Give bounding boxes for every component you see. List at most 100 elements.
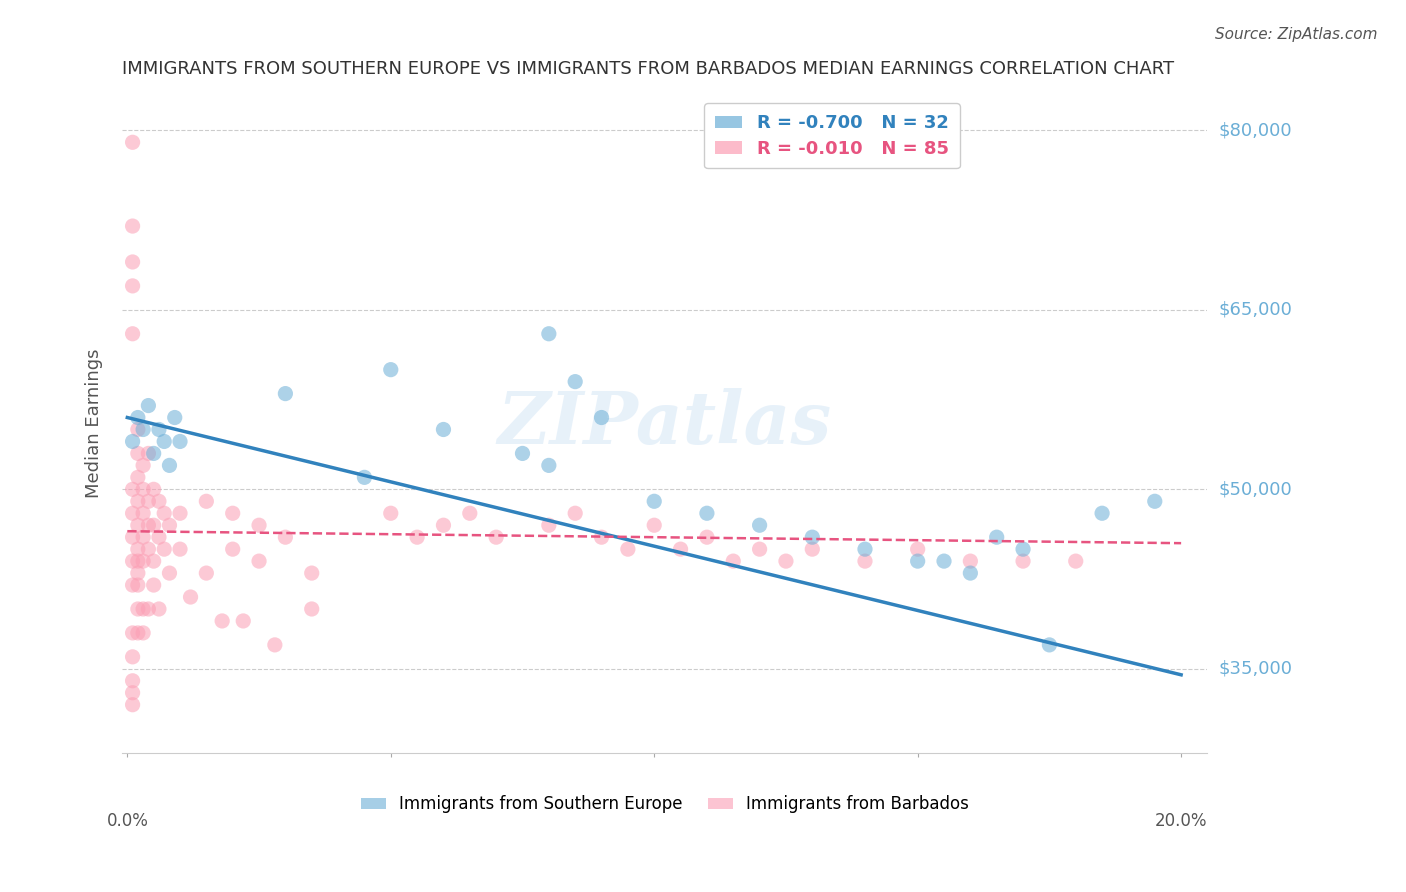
Point	[121, 626, 143, 640]
Point	[159, 458, 181, 473]
Point	[380, 362, 402, 376]
Point	[669, 542, 692, 557]
Point	[153, 434, 176, 449]
Point	[564, 375, 586, 389]
Point	[169, 542, 191, 557]
Point	[696, 506, 718, 520]
Point	[159, 518, 181, 533]
Point	[1012, 554, 1035, 568]
Point	[195, 566, 218, 580]
Text: $65,000: $65,000	[1219, 301, 1292, 318]
Point	[121, 578, 143, 592]
Point	[564, 506, 586, 520]
Text: $35,000: $35,000	[1219, 660, 1292, 678]
Point	[211, 614, 233, 628]
Point	[148, 530, 170, 544]
Point	[959, 566, 981, 580]
Point	[406, 530, 429, 544]
Point	[132, 530, 155, 544]
Point	[121, 483, 143, 497]
Point	[1012, 542, 1035, 557]
Point	[138, 399, 160, 413]
Point	[132, 458, 155, 473]
Point	[132, 554, 155, 568]
Point	[748, 518, 770, 533]
Point	[153, 542, 176, 557]
Text: ZIPatlas: ZIPatlas	[498, 388, 832, 459]
Point	[121, 686, 143, 700]
Point	[159, 566, 181, 580]
Point	[153, 506, 176, 520]
Point	[132, 506, 155, 520]
Point	[380, 506, 402, 520]
Point	[127, 626, 149, 640]
Point	[537, 518, 560, 533]
Point	[591, 410, 613, 425]
Point	[127, 554, 149, 568]
Point	[127, 446, 149, 460]
Point	[274, 386, 297, 401]
Point	[643, 518, 665, 533]
Point	[222, 542, 245, 557]
Point	[195, 494, 218, 508]
Point	[148, 494, 170, 508]
Point	[121, 326, 143, 341]
Point	[121, 673, 143, 688]
Text: $50,000: $50,000	[1219, 480, 1292, 499]
Point	[907, 542, 929, 557]
Point	[138, 518, 160, 533]
Point	[132, 602, 155, 616]
Point	[232, 614, 254, 628]
Point	[127, 602, 149, 616]
Point	[138, 602, 160, 616]
Point	[485, 530, 508, 544]
Point	[853, 554, 876, 568]
Point	[127, 566, 149, 580]
Point	[142, 483, 165, 497]
Point	[142, 554, 165, 568]
Point	[127, 422, 149, 436]
Point	[148, 422, 170, 436]
Point	[801, 542, 824, 557]
Point	[222, 506, 245, 520]
Text: 0.0%: 0.0%	[107, 812, 148, 830]
Point	[458, 506, 481, 520]
Point	[121, 136, 143, 150]
Point	[1064, 554, 1087, 568]
Point	[132, 483, 155, 497]
Legend: Immigrants from Southern Europe, Immigrants from Barbados: Immigrants from Southern Europe, Immigra…	[350, 785, 979, 823]
Point	[121, 219, 143, 233]
Point	[959, 554, 981, 568]
Point	[142, 446, 165, 460]
Point	[138, 446, 160, 460]
Point	[932, 554, 955, 568]
Point	[132, 422, 155, 436]
Point	[353, 470, 375, 484]
Point	[512, 446, 534, 460]
Point	[591, 530, 613, 544]
Text: IMMIGRANTS FROM SOUTHERN EUROPE VS IMMIGRANTS FROM BARBADOS MEDIAN EARNINGS CORR: IMMIGRANTS FROM SOUTHERN EUROPE VS IMMIG…	[122, 60, 1174, 78]
Point	[907, 554, 929, 568]
Point	[537, 458, 560, 473]
Point	[748, 542, 770, 557]
Point	[138, 494, 160, 508]
Point	[142, 518, 165, 533]
Point	[127, 410, 149, 425]
Point	[121, 434, 143, 449]
Point	[121, 554, 143, 568]
Point	[723, 554, 745, 568]
Point	[132, 626, 155, 640]
Point	[775, 554, 797, 568]
Y-axis label: Median Earnings: Median Earnings	[86, 349, 103, 499]
Point	[127, 518, 149, 533]
Point	[121, 506, 143, 520]
Point	[274, 530, 297, 544]
Point	[180, 590, 202, 604]
Point	[127, 470, 149, 484]
Point	[617, 542, 640, 557]
Point	[138, 542, 160, 557]
Text: 20.0%: 20.0%	[1154, 812, 1208, 830]
Point	[127, 542, 149, 557]
Point	[247, 554, 270, 568]
Point	[247, 518, 270, 533]
